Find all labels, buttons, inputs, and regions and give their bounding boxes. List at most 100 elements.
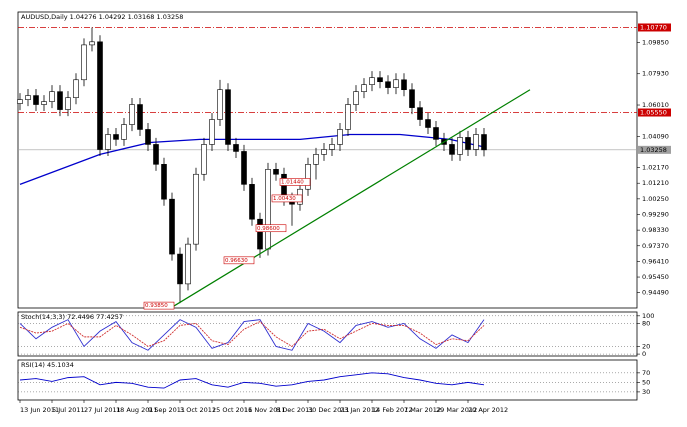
candle-body [137, 104, 143, 130]
x-tick-label: 23 Jan 2012 [340, 406, 379, 414]
candle-body [225, 89, 231, 145]
y-tick-label: 0 [642, 350, 646, 358]
panel-title: Stoch(14,3,3) 72.4496 77.4257 [21, 313, 123, 321]
candle-body [265, 169, 271, 250]
candle-body [97, 41, 103, 150]
panel-title: RSI(14) 45.1034 [21, 361, 74, 369]
indicator-line [19, 321, 485, 347]
y-tick-label: 0.95450 [642, 273, 669, 281]
level-label-box [638, 108, 671, 117]
x-tick-label: 9 Sep 2011 [148, 406, 185, 414]
candle-body [273, 169, 279, 175]
candle-body [41, 101, 47, 105]
candle-body [185, 243, 191, 285]
candle-body [145, 129, 151, 145]
trendline [171, 89, 531, 308]
candle-body [201, 144, 207, 175]
x-tick-label: 7 Mar 2012 [404, 406, 441, 414]
y-tick-label: 0.99290 [642, 210, 669, 218]
candle-body [57, 91, 63, 110]
candle-body [129, 104, 135, 125]
candle-body [217, 89, 223, 120]
y-tick-label: 50 [642, 378, 650, 386]
y-tick-label: 1.01210 [642, 179, 669, 187]
candle-body [177, 253, 183, 285]
y-tick-label: 100 [642, 312, 654, 320]
annotation-label: 1.00430 [273, 196, 296, 202]
y-tick-label: 1.06010 [642, 101, 669, 109]
annotation-box [279, 178, 311, 186]
panel [17, 359, 638, 401]
candle-body [425, 119, 431, 128]
y-tick-label: 1.02170 [642, 164, 669, 172]
candle-body [153, 144, 159, 165]
candle-body [409, 89, 415, 108]
x-tick-label: 16 Nov 2011 [244, 406, 286, 414]
candle-body [337, 129, 343, 145]
candle-body [369, 77, 375, 85]
panel [17, 311, 638, 357]
level-label: 1.10770 [640, 23, 667, 31]
x-tick-label: 8 Dec 2011 [276, 406, 313, 414]
candle-body [393, 79, 399, 88]
panel [17, 11, 638, 309]
candle-body [329, 144, 335, 150]
candle-body [417, 107, 423, 120]
x-tick-label: 3 Oct 2011 [180, 406, 216, 414]
x-tick-label: 29 Mar 2012 [436, 406, 477, 414]
last-price-label: 1.03258 [640, 146, 667, 154]
candle-body [121, 124, 127, 140]
annotation-label: 1.01440 [281, 180, 304, 186]
x-tick-label: 13 Jun 2011 [20, 406, 59, 414]
candle-body [465, 137, 471, 150]
annotation-label: 0.96630 [225, 258, 248, 264]
candle-body [73, 79, 79, 98]
y-tick-label: 1.07930 [642, 70, 669, 78]
candle-body [353, 91, 359, 105]
x-tick-label: 30 Dec 2011 [308, 406, 350, 414]
level-label: 1.05550 [640, 109, 667, 117]
candle-body [345, 104, 351, 130]
candle-body [361, 84, 367, 92]
candle-body [169, 198, 175, 255]
y-tick-label: 1.09850 [642, 38, 669, 46]
candle-body [457, 137, 463, 155]
candle-body [89, 41, 95, 46]
candle-body [193, 173, 199, 245]
y-tick-label: 30 [642, 388, 650, 396]
x-tick-label: 14 Feb 2012 [372, 406, 412, 414]
candle-body [209, 119, 215, 145]
y-tick-label: 0.97370 [642, 242, 669, 250]
candle-body [377, 77, 383, 83]
candle-body [481, 134, 487, 151]
candle-body [65, 97, 71, 110]
candle-body [49, 91, 55, 102]
y-tick-label: 0.94490 [642, 289, 669, 297]
indicator-line [19, 372, 485, 389]
annotation-label: 0.98600 [257, 226, 280, 232]
candle-body [257, 218, 263, 250]
candle-body [433, 127, 439, 140]
y-tick-label: 20 [642, 342, 650, 350]
candle-body [233, 144, 239, 152]
annotation-box [271, 194, 303, 203]
x-tick-label: 20 Apr 2012 [468, 406, 508, 414]
candle-body [401, 79, 407, 91]
candle-body [249, 184, 255, 220]
annotation-box [223, 256, 255, 265]
annotation-box [255, 224, 287, 233]
moving-average [19, 133, 487, 185]
y-tick-label: 80 [642, 319, 650, 327]
candle-body [33, 95, 39, 105]
x-tick-label: 18 Aug 2011 [116, 406, 158, 414]
candle-body [385, 81, 391, 88]
level-label-box [638, 23, 671, 32]
candle-body [17, 99, 23, 104]
candle-body [321, 149, 327, 155]
candle-body [449, 144, 455, 155]
y-tick-label: 1.00250 [642, 195, 669, 203]
last-price-box [638, 145, 671, 154]
candle-body [81, 44, 87, 81]
